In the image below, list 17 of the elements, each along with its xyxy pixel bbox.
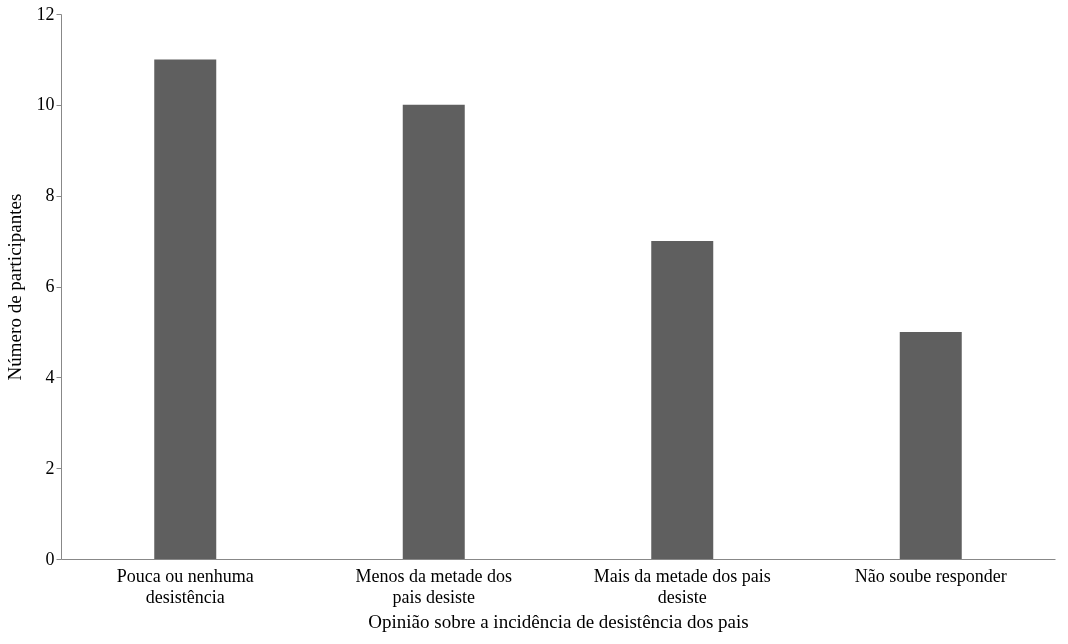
y-tick-label: 2	[45, 457, 55, 478]
y-tick-label: 10	[36, 94, 55, 115]
x-tick-label: Menos da metade dos pais desiste	[355, 565, 512, 607]
bar	[154, 59, 217, 559]
bar	[899, 331, 962, 559]
y-tick-label: 8	[45, 185, 55, 206]
y-tick-label: 12	[36, 3, 55, 24]
x-tick-label: Não soube responder	[854, 565, 1007, 586]
x-tick-label: Pouca ou nenhuma desistência	[116, 565, 254, 607]
y-tick-label: 4	[45, 366, 55, 387]
bar	[651, 241, 714, 559]
x-tick-label: Mais da metade dos pais desiste	[593, 565, 771, 607]
y-tick-label: 6	[45, 276, 55, 296]
y-tick-label: 0	[45, 548, 55, 569]
bar	[402, 104, 465, 559]
y-axis-title: Número de participantes	[3, 193, 25, 381]
x-axis-title: Opinião sobre a incidência de desistência dos pais	[368, 610, 749, 632]
